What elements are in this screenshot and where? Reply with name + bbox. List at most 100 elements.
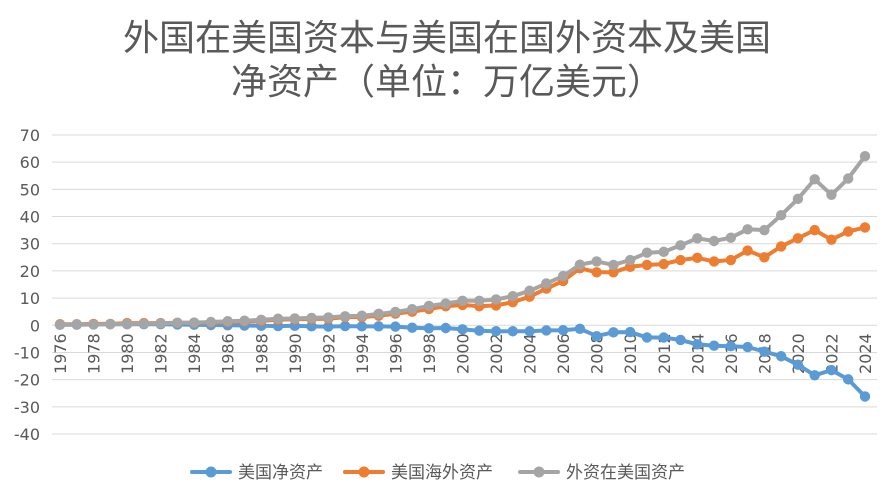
x-tick-label: 2012 [655, 333, 674, 374]
data-point [675, 240, 686, 251]
data-point [742, 341, 753, 353]
legend-marker [205, 466, 217, 478]
data-point [792, 233, 804, 244]
x-tick-label: 1996 [386, 333, 405, 374]
data-point [775, 209, 787, 221]
x-axis: 1976 1978 1980 1982 1984 1986 1988 1990 1992 1994… [51, 333, 875, 374]
chart-title-line-2: 净资产（单位：万亿美元） [231, 62, 663, 103]
legend-item: 美国净资产 [190, 463, 323, 483]
data-point [641, 332, 653, 343]
y-tick-label: 50 [20, 180, 40, 199]
x-tick-label: 2024 [856, 333, 875, 374]
data-point [222, 315, 233, 327]
data-point [826, 364, 837, 376]
x-tick-label: 2008 [588, 333, 607, 374]
legend-item: 外资在美国资产 [518, 463, 685, 483]
data-point [725, 254, 737, 266]
data-point [775, 351, 787, 362]
data-point [306, 321, 317, 332]
data-point [557, 270, 569, 282]
data-point [474, 325, 485, 336]
data-point [339, 311, 351, 322]
y-tick-label: -40 [14, 425, 40, 444]
data-point [658, 332, 669, 343]
data-point [675, 334, 686, 346]
data-point [474, 295, 485, 307]
x-tick-label: 1992 [319, 333, 338, 374]
legend-label: 美国海外资产 [391, 463, 493, 483]
data-point [859, 222, 871, 233]
x-tick-label: 2002 [487, 333, 506, 374]
data-point [323, 321, 334, 332]
data-point [457, 295, 468, 307]
y-tick-label: -30 [14, 398, 40, 417]
data-point [339, 320, 351, 332]
x-tick-label: 1986 [219, 333, 238, 374]
data-point [591, 256, 602, 267]
data-point [809, 174, 820, 185]
data-point [256, 314, 267, 326]
data-point [591, 267, 602, 278]
series-group [54, 222, 871, 330]
data-point [323, 312, 334, 323]
data-point [775, 241, 787, 252]
data-point [423, 323, 435, 334]
y-tick-label: 30 [20, 235, 40, 254]
data-point [708, 340, 720, 351]
chart-title: 外国在美国资本与美国在国外资本及美国 净资产（单位：万亿美元） [123, 18, 771, 103]
chart-title-line-1: 外国在美国资本与美国在国外资本及美国 [123, 18, 771, 59]
data-point [390, 321, 401, 332]
data-point [406, 322, 418, 333]
data-point [356, 310, 368, 321]
data-point [121, 318, 133, 330]
data-point [843, 374, 854, 385]
data-point [792, 193, 804, 205]
data-point [725, 341, 737, 352]
data-point [759, 346, 770, 357]
data-point [859, 391, 871, 402]
data-point [457, 324, 468, 335]
y-tick-label: 70 [20, 126, 40, 145]
x-tick-label: 1980 [118, 333, 137, 374]
data-point [105, 318, 116, 330]
data-point [289, 313, 300, 324]
y-tick-label: 20 [20, 262, 40, 281]
data-point [843, 173, 854, 184]
data-point [54, 319, 66, 330]
data-point [356, 321, 368, 332]
data-point [440, 322, 451, 334]
data-point [373, 321, 384, 332]
data-point [71, 319, 82, 330]
data-point [692, 233, 703, 244]
data-point [641, 259, 653, 271]
data-point [406, 304, 418, 315]
data-point [138, 318, 150, 329]
data-point [625, 254, 636, 266]
data-point [708, 235, 720, 247]
data-point [423, 300, 435, 312]
y-axis: 70 60 50 40 30 20 10 0 -10 -20 -30 -40 [14, 126, 40, 444]
x-tick-label: 1988 [252, 333, 271, 374]
data-point [658, 258, 669, 270]
data-point [574, 259, 586, 270]
data-point [692, 252, 703, 264]
series [54, 151, 871, 402]
x-tick-label: 2010 [621, 333, 640, 374]
data-point [188, 317, 200, 328]
y-tick-label: -20 [14, 371, 40, 390]
data-point [658, 246, 669, 258]
legend-marker [533, 466, 545, 478]
x-tick-label: 2016 [722, 333, 741, 374]
data-point [524, 285, 535, 296]
data-point [172, 317, 183, 329]
y-tick-label: 40 [20, 208, 40, 227]
data-point [641, 247, 653, 258]
data-point [490, 294, 502, 305]
data-point [826, 189, 837, 200]
data-point [272, 313, 284, 324]
y-tick-label: 10 [20, 289, 40, 308]
data-point [239, 315, 250, 326]
data-point [759, 224, 770, 236]
data-point [809, 224, 820, 236]
data-point [507, 326, 519, 337]
